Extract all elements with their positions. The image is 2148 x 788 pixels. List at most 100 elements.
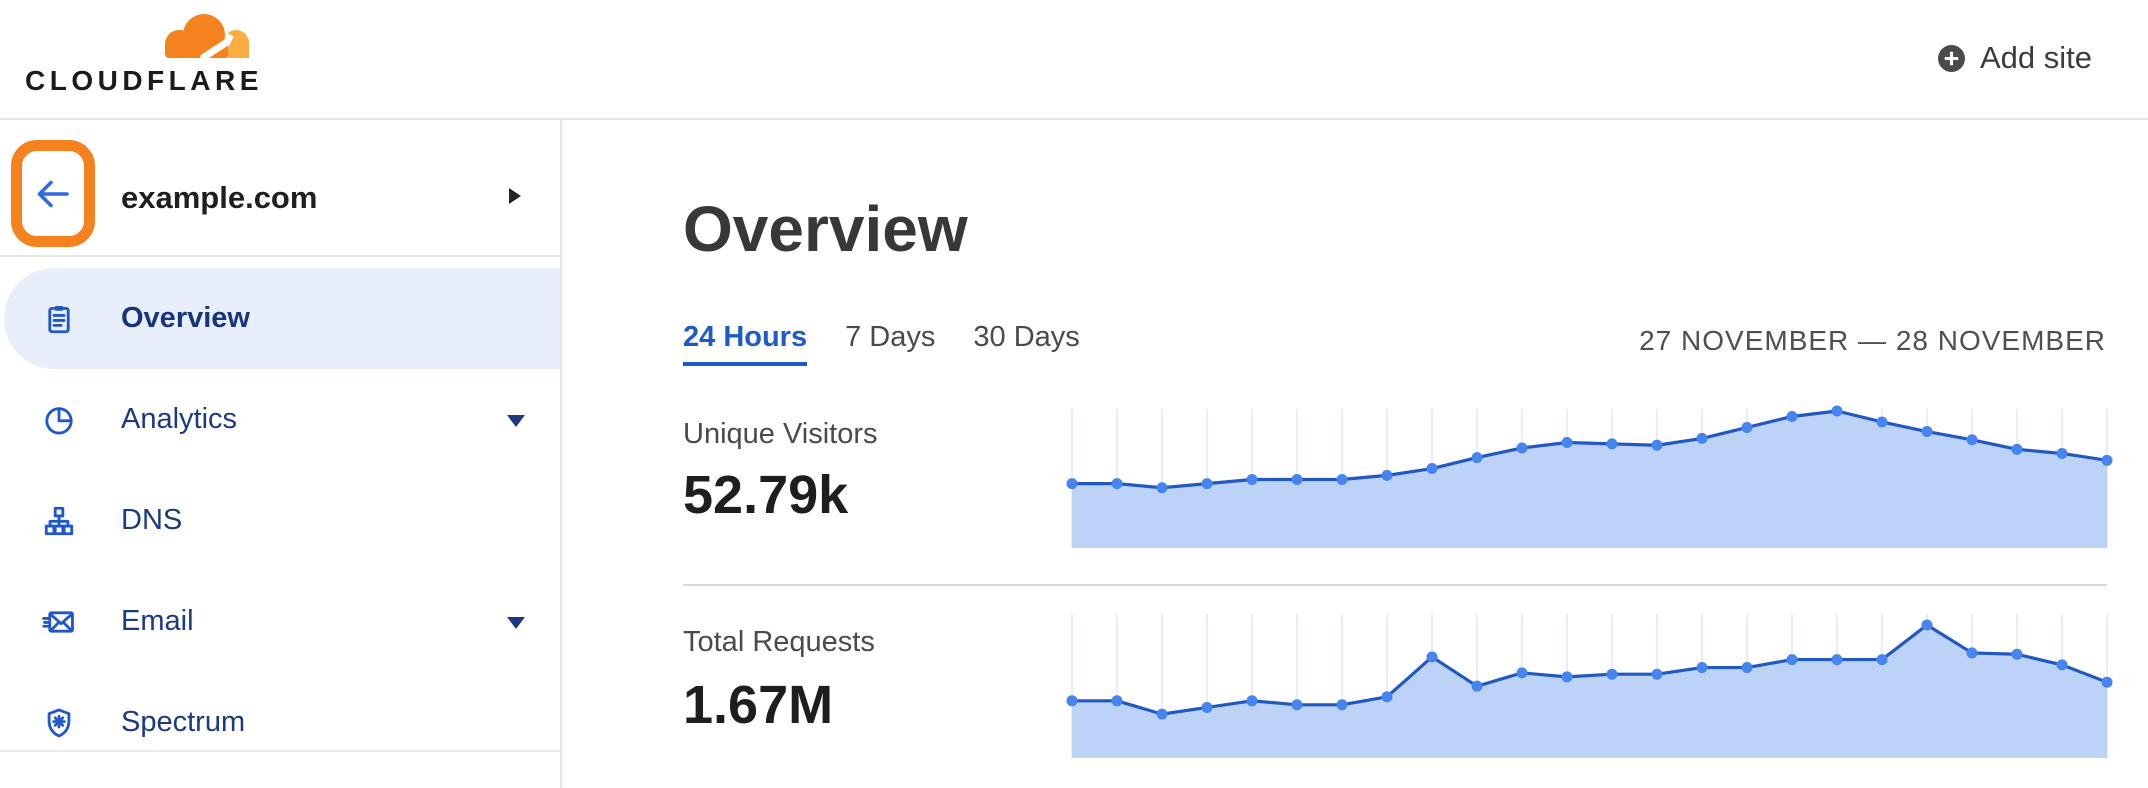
arrow-left-icon bbox=[37, 180, 69, 207]
sidebar-item-label: DNS bbox=[121, 504, 183, 536]
sidebar-item-label: Email bbox=[121, 605, 194, 637]
sidebar-item-dns[interactable]: DNS bbox=[0, 470, 560, 571]
page-title: Overview bbox=[683, 193, 968, 265]
sidebar-nav: Overview Analytics DNS Email Spectrum bbox=[0, 268, 560, 773]
sidebar-item-email[interactable]: Email bbox=[0, 571, 560, 672]
unique-visitors-chart[interactable] bbox=[1066, 405, 2113, 548]
cloudflare-logo[interactable]: CLOUDFLARE bbox=[25, 8, 261, 97]
data-point[interactable] bbox=[1651, 668, 1663, 680]
data-point[interactable] bbox=[1111, 695, 1123, 707]
data-point[interactable] bbox=[1156, 482, 1168, 494]
data-point[interactable] bbox=[1111, 478, 1123, 490]
data-point[interactable] bbox=[1156, 708, 1168, 720]
sidebar: example.com Overview Analytics DNS Email… bbox=[0, 118, 562, 788]
add-site-label: Add site bbox=[1979, 40, 2092, 75]
section-divider bbox=[683, 584, 2107, 586]
cloudflare-wordmark: CLOUDFLARE bbox=[25, 65, 263, 96]
data-point[interactable] bbox=[1066, 478, 1078, 490]
data-point[interactable] bbox=[1966, 434, 1978, 446]
sidebar-item-analytics[interactable]: Analytics bbox=[0, 369, 560, 470]
tab-7-days[interactable]: 7 Days bbox=[845, 321, 936, 353]
data-point[interactable] bbox=[1246, 474, 1258, 485]
data-point[interactable] bbox=[1741, 662, 1753, 674]
chevron-right-icon[interactable] bbox=[509, 188, 521, 204]
data-point[interactable] bbox=[2056, 659, 2068, 671]
data-point[interactable] bbox=[1561, 671, 1573, 683]
stat-value-total-requests: 1.67M bbox=[683, 675, 834, 735]
data-point[interactable] bbox=[1561, 437, 1573, 449]
back-button[interactable] bbox=[31, 172, 75, 216]
pie-chart-icon bbox=[45, 406, 73, 434]
data-point[interactable] bbox=[1201, 478, 1213, 490]
shield-icon bbox=[47, 708, 71, 737]
data-point[interactable] bbox=[1291, 699, 1303, 711]
data-point[interactable] bbox=[2011, 648, 2023, 660]
data-point[interactable] bbox=[1201, 701, 1213, 713]
data-point[interactable] bbox=[1516, 667, 1528, 679]
stat-value-unique-visitors: 52.79k bbox=[683, 465, 849, 525]
data-point[interactable] bbox=[1426, 651, 1438, 663]
sidebar-divider bbox=[0, 255, 560, 257]
total-requests-chart[interactable] bbox=[1066, 610, 2113, 758]
data-point[interactable] bbox=[1966, 647, 1978, 659]
sidebar-item-label: Overview bbox=[121, 302, 250, 334]
data-point[interactable] bbox=[1246, 695, 1258, 707]
area-fill bbox=[1072, 625, 2107, 758]
data-point[interactable] bbox=[2101, 454, 2113, 466]
add-site-button[interactable]: Add site bbox=[1937, 0, 2092, 116]
cloudflare-cloud-icon bbox=[141, 14, 255, 62]
data-point[interactable] bbox=[1426, 463, 1438, 475]
data-point[interactable] bbox=[1336, 474, 1348, 485]
data-point[interactable] bbox=[1606, 438, 1618, 450]
data-point[interactable] bbox=[2101, 676, 2113, 688]
date-range-label: 27 NOVEMBER — 28 NOVEMBER bbox=[1639, 325, 2106, 356]
sidebar-item-overview[interactable]: Overview bbox=[4, 268, 560, 369]
data-point[interactable] bbox=[1336, 699, 1348, 711]
tab-24-hours[interactable]: 24 Hours bbox=[683, 321, 808, 366]
main-content: Overview 24 Hours 7 Days 30 Days 27 NOVEMB… bbox=[562, 118, 2148, 788]
data-point[interactable] bbox=[1921, 426, 1933, 438]
data-point[interactable] bbox=[1066, 695, 1078, 707]
tab-30-days[interactable]: 30 Days bbox=[973, 321, 1080, 353]
sitemap-icon bbox=[44, 506, 74, 535]
clipboard-icon bbox=[48, 305, 70, 333]
back-button-highlight bbox=[11, 140, 95, 247]
data-point[interactable] bbox=[1876, 416, 1888, 428]
data-point[interactable] bbox=[2056, 447, 2068, 459]
data-point[interactable] bbox=[1291, 474, 1303, 485]
stat-label-total-requests: Total Requests bbox=[683, 626, 875, 658]
envelope-icon bbox=[42, 610, 74, 633]
site-selector-row: example.com bbox=[0, 118, 560, 255]
data-point[interactable] bbox=[1381, 469, 1393, 481]
data-point[interactable] bbox=[1381, 691, 1393, 703]
data-point[interactable] bbox=[1831, 654, 1843, 666]
data-point[interactable] bbox=[1651, 439, 1663, 451]
data-point[interactable] bbox=[1696, 432, 1708, 444]
sidebar-item-label: Spectrum bbox=[121, 706, 246, 738]
data-point[interactable] bbox=[1696, 662, 1708, 674]
data-point[interactable] bbox=[2011, 443, 2023, 455]
site-domain[interactable]: example.com bbox=[121, 180, 318, 215]
top-header: CLOUDFLARE Add site bbox=[0, 0, 2148, 120]
trend-line bbox=[1072, 623, 2108, 716]
plus-circle-icon bbox=[1937, 44, 1965, 72]
data-point[interactable] bbox=[1471, 680, 1483, 692]
sidebar-item-spectrum[interactable]: Spectrum bbox=[0, 672, 560, 773]
data-point[interactable] bbox=[1516, 442, 1528, 454]
data-point[interactable] bbox=[1876, 654, 1888, 666]
trend-line bbox=[1072, 409, 2108, 490]
caret-down-icon[interactable] bbox=[507, 414, 525, 427]
data-point[interactable] bbox=[1786, 410, 1798, 422]
data-point[interactable] bbox=[1921, 619, 1933, 631]
caret-down-icon[interactable] bbox=[507, 616, 525, 629]
data-point[interactable] bbox=[1606, 668, 1618, 680]
sidebar-item-label: Analytics bbox=[121, 403, 238, 435]
data-point[interactable] bbox=[1831, 405, 1843, 417]
area-fill bbox=[1072, 411, 2107, 548]
stat-label-unique-visitors: Unique Visitors bbox=[683, 418, 878, 450]
data-point[interactable] bbox=[1471, 452, 1483, 464]
sidebar-divider bbox=[0, 750, 560, 752]
data-point[interactable] bbox=[1786, 654, 1798, 666]
time-range-tabs: 24 Hours 7 Days 30 Days bbox=[683, 321, 1080, 366]
data-point[interactable] bbox=[1741, 421, 1753, 433]
